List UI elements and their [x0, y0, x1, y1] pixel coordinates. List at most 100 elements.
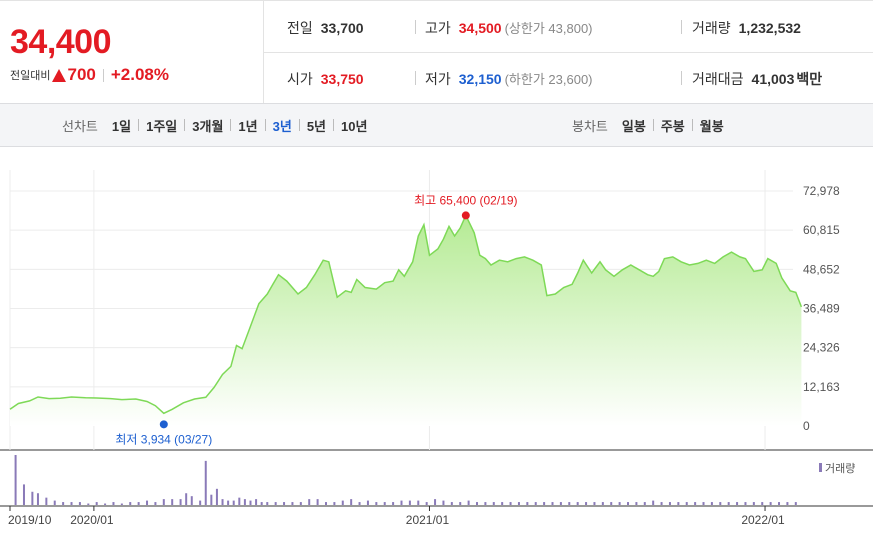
- volume-bar: [299, 502, 302, 505]
- volume-bar: [53, 500, 56, 505]
- volume-bar: [243, 499, 246, 505]
- period-5year[interactable]: 5년: [306, 118, 327, 134]
- volume-bar: [660, 502, 663, 505]
- divider: [681, 71, 682, 85]
- period-1year[interactable]: 1년: [238, 118, 258, 134]
- volume-bar: [543, 502, 546, 505]
- volume-bar: [492, 502, 495, 505]
- low-value: 32,150: [458, 71, 502, 87]
- volume-bar: [526, 502, 529, 505]
- divider: [415, 20, 416, 34]
- volume-bar: [78, 502, 81, 505]
- volume-bar: [333, 502, 336, 505]
- volume-bar: [568, 502, 571, 505]
- volume-bar: [576, 502, 579, 505]
- volume-bar: [137, 502, 140, 505]
- divider: [652, 119, 654, 131]
- volume-bar: [408, 500, 411, 505]
- period-10year[interactable]: 10년: [341, 118, 368, 134]
- candle-daily[interactable]: 일봉: [621, 118, 646, 134]
- high-point-marker: [461, 211, 470, 220]
- volume-bar: [761, 502, 764, 505]
- volume-bar: [593, 502, 596, 505]
- chart-option-bar: 선차트 1일 1주일 3개월 1년 3년 5년 10년 봉차트 일봉 주봉 월봉: [0, 103, 873, 147]
- current-price: 34,400: [10, 23, 112, 61]
- x-tick-label: 2022/01: [741, 513, 785, 527]
- volume-bar: [324, 502, 327, 505]
- low-point-marker: [159, 420, 168, 429]
- amount-value: 41,003: [751, 71, 795, 87]
- volume-bar: [120, 503, 123, 505]
- change-percent: +2.08%: [110, 65, 169, 84]
- volume-bar: [702, 502, 705, 505]
- price-area-fill: [10, 215, 802, 426]
- open-label: 시가: [287, 71, 313, 87]
- volume-bars: 거래량: [14, 455, 855, 505]
- volume-bar: [308, 499, 311, 505]
- volume-bar: [601, 502, 604, 505]
- volume-bar: [375, 502, 378, 505]
- volume-stat: 거래량 1,232,532: [692, 18, 801, 38]
- high-stat: 고가 34,500 (상한가 43,800): [425, 18, 593, 38]
- period-1week[interactable]: 1주일: [146, 118, 178, 134]
- volume-bar: [199, 500, 202, 505]
- candle-monthly[interactable]: 월봉: [699, 118, 724, 134]
- volume-bar: [162, 499, 165, 505]
- y-tick-label: 48,652: [803, 262, 840, 276]
- volume-bar: [736, 502, 739, 505]
- y-tick-label: 72,978: [803, 184, 840, 198]
- lower-limit: (하한가 23,600): [504, 72, 593, 87]
- volume-bar: [434, 499, 437, 505]
- volume-bar: [786, 502, 789, 505]
- change-value: 700: [67, 65, 96, 84]
- divider: [681, 20, 682, 34]
- period-3year[interactable]: 3년: [272, 118, 292, 134]
- volume-label: 거래량: [692, 20, 731, 36]
- divider: [691, 119, 693, 131]
- volume-bar: [274, 502, 277, 505]
- volume-bar: [559, 502, 562, 505]
- price-chart: 72,978 60,815 48,652 36,489 24,326 12,163 0 거래…: [0, 170, 873, 527]
- volume-bar: [677, 502, 680, 505]
- volume-bar: [752, 502, 755, 505]
- volume-bar: [185, 493, 188, 505]
- line-chart-title: 선차트: [62, 118, 98, 134]
- line-chart-options: 선차트 1일 1주일 3개월 1년 3년 5년 10년: [62, 104, 367, 146]
- low-label: 저가: [425, 71, 451, 87]
- period-1day[interactable]: 1일: [111, 118, 132, 134]
- divider: [184, 119, 186, 131]
- volume-bar: [291, 502, 294, 505]
- volume-bar: [171, 499, 174, 505]
- x-tick-label: 2019/10: [8, 513, 52, 527]
- candle-weekly[interactable]: 주봉: [660, 118, 685, 134]
- change-label: 전일대비: [10, 70, 51, 82]
- volume-bar: [425, 502, 428, 505]
- volume-bar: [610, 502, 613, 505]
- period-3month[interactable]: 3개월: [192, 118, 224, 134]
- open-value: 33,750: [320, 71, 364, 87]
- volume-bar: [70, 502, 73, 505]
- x-axis-labels: 2019/10 2020/01 2021/01 2022/01: [8, 513, 785, 527]
- volume-bar: [350, 499, 353, 505]
- up-triangle-icon: [52, 68, 67, 82]
- volume-bar: [129, 502, 132, 505]
- volume-bar: [719, 502, 722, 505]
- candle-chart-title: 봉차트: [572, 118, 608, 134]
- divider: [298, 119, 300, 131]
- volume-bar: [266, 502, 269, 505]
- volume-legend-swatch: [819, 463, 822, 472]
- volume-bar: [627, 502, 630, 505]
- y-tick-label: 60,815: [803, 223, 840, 237]
- volume-bar: [260, 502, 263, 505]
- volume-bar: [585, 502, 588, 505]
- volume-bar: [190, 496, 193, 505]
- divider: [264, 119, 266, 131]
- volume-bar: [204, 460, 207, 505]
- volume-bar: [652, 500, 655, 505]
- current-price-box: 34,400 전일대비 700 +2.08%: [0, 1, 264, 104]
- volume-bar: [283, 502, 286, 505]
- volume-bar: [685, 502, 688, 505]
- price-summary: 34,400 전일대비 700 +2.08% 전일 33,700 고가 34,5…: [0, 0, 873, 104]
- volume-bar: [668, 502, 671, 505]
- volume-bar: [501, 502, 504, 505]
